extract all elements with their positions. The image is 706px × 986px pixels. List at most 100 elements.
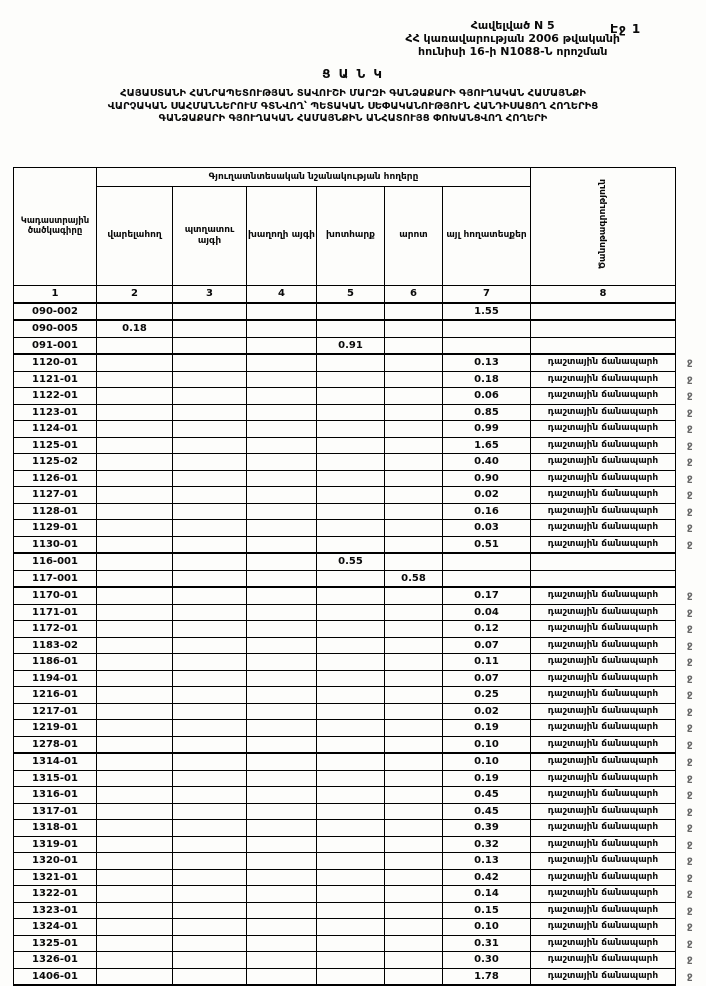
area-value-cell xyxy=(173,536,247,553)
area-value-cell: 0.45 xyxy=(443,787,531,804)
appendix-line: հունիսի 16-ի N1088-Ն որոշման xyxy=(405,45,620,58)
area-value-cell xyxy=(385,902,443,919)
note-cell: դաշտային ճանապարհ xyxy=(531,404,676,421)
area-value-cell xyxy=(97,637,173,654)
scan-edge-mark: ջ xyxy=(676,454,704,471)
area-value-cell: 0.03 xyxy=(443,520,531,537)
area-value-cell xyxy=(443,337,531,354)
area-value-cell xyxy=(247,968,317,985)
area-value-cell: 0.10 xyxy=(443,919,531,936)
area-value-cell xyxy=(97,670,173,687)
area-value-cell xyxy=(173,487,247,504)
area-value-cell xyxy=(385,869,443,886)
area-value-cell xyxy=(97,968,173,985)
cadastral-code-cell: 1325-01 xyxy=(14,935,97,952)
scan-edge-mark: ջ xyxy=(676,470,704,487)
cadastral-code-cell: 1122-01 xyxy=(14,388,97,405)
area-value-cell xyxy=(247,919,317,936)
scan-edge-mark xyxy=(676,303,704,321)
area-value-cell xyxy=(385,621,443,638)
scan-edge-mark: ջ xyxy=(676,886,704,903)
note-cell: դաշտային ճանապարհ xyxy=(531,736,676,753)
note-cell: դաշտային ճանապարհ xyxy=(531,487,676,504)
area-value-cell xyxy=(173,503,247,520)
scan-edge-mark: ջ xyxy=(676,919,704,936)
area-value-cell xyxy=(247,770,317,787)
cadastral-code-cell: 116-001 xyxy=(14,553,97,570)
note-cell: դաշտային ճանապարհ xyxy=(531,354,676,371)
area-value-cell xyxy=(247,454,317,471)
area-value-cell xyxy=(317,570,385,587)
note-cell: դաշտային ճանապարհ xyxy=(531,968,676,985)
area-value-cell xyxy=(247,654,317,671)
area-value-cell xyxy=(247,520,317,537)
area-value-cell: 0.99 xyxy=(443,421,531,438)
area-value-cell: 0.06 xyxy=(443,388,531,405)
scan-edge-mark: ջ xyxy=(676,770,704,787)
scan-edge-mark: ջ xyxy=(676,520,704,537)
column-header-vineyard: խաղողի այգի xyxy=(247,186,317,285)
area-value-cell xyxy=(97,437,173,454)
area-value-cell xyxy=(385,437,443,454)
area-value-cell: 0.39 xyxy=(443,820,531,837)
area-value-cell xyxy=(247,437,317,454)
area-value-cell xyxy=(385,820,443,837)
area-value-cell: 0.32 xyxy=(443,836,531,853)
table-edge-spacer xyxy=(676,167,704,303)
cadastral-code-cell: 1278-01 xyxy=(14,736,97,753)
area-value-cell xyxy=(173,470,247,487)
cadastral-code-cell: 1219-01 xyxy=(14,720,97,737)
note-cell: դաշտային ճանապարհ xyxy=(531,853,676,870)
area-value-cell: 0.42 xyxy=(443,869,531,886)
area-value-cell xyxy=(247,902,317,919)
area-value-cell xyxy=(317,902,385,919)
area-value-cell xyxy=(173,337,247,354)
area-value-cell: 0.14 xyxy=(443,886,531,903)
area-value-cell xyxy=(247,553,317,570)
area-value-cell xyxy=(97,621,173,638)
area-value-cell xyxy=(97,303,173,321)
scan-edge-mark: ջ xyxy=(676,421,704,438)
column-number: 4 xyxy=(247,285,317,303)
area-value-cell xyxy=(247,570,317,587)
scan-edge-mark xyxy=(676,320,704,337)
area-value-cell xyxy=(385,320,443,337)
area-value-cell: 0.12 xyxy=(443,621,531,638)
cadastral-code-cell: 1126-01 xyxy=(14,470,97,487)
note-cell: դաշտային ճանապարհ xyxy=(531,703,676,720)
scan-edge-mark: ջ xyxy=(676,753,704,770)
cadastral-code-cell: 1127-01 xyxy=(14,487,97,504)
area-value-cell xyxy=(173,952,247,969)
area-value-cell xyxy=(385,536,443,553)
area-value-cell: 1.55 xyxy=(443,303,531,321)
area-value-cell: 0.18 xyxy=(97,320,173,337)
area-value-cell xyxy=(385,736,443,753)
cadastral-code-cell: 1124-01 xyxy=(14,421,97,438)
area-value-cell xyxy=(385,553,443,570)
scan-edge-mark: ջ xyxy=(676,736,704,753)
area-value-cell xyxy=(385,520,443,537)
area-value-cell xyxy=(97,503,173,520)
note-cell: դաշտային ճանապարհ xyxy=(531,869,676,886)
scan-edge-mark: ջ xyxy=(676,354,704,371)
area-value-cell xyxy=(317,803,385,820)
area-value-cell xyxy=(97,787,173,804)
area-value-cell xyxy=(173,303,247,321)
note-cell: դաշտային ճանապարհ xyxy=(531,454,676,471)
area-value-cell xyxy=(317,787,385,804)
area-value-cell xyxy=(247,587,317,604)
area-value-cell xyxy=(317,770,385,787)
area-value-cell xyxy=(317,371,385,388)
